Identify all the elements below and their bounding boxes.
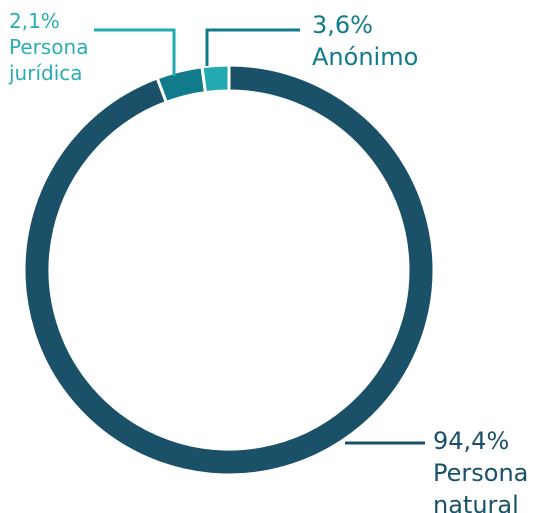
donut-segment <box>22 63 436 477</box>
donut-segment <box>155 65 208 105</box>
leader-line <box>94 28 176 76</box>
category-label: Anónimo <box>312 43 418 71</box>
value-label: 3,6% <box>312 11 373 39</box>
leader-line <box>205 28 300 66</box>
value-label: 94,4% <box>433 427 509 455</box>
donut-segment <box>200 63 231 95</box>
value-label: 2,1% <box>9 9 60 33</box>
category-label: Persona jurídica <box>8 35 95 85</box>
category-label: Persona natural <box>433 459 536 513</box>
